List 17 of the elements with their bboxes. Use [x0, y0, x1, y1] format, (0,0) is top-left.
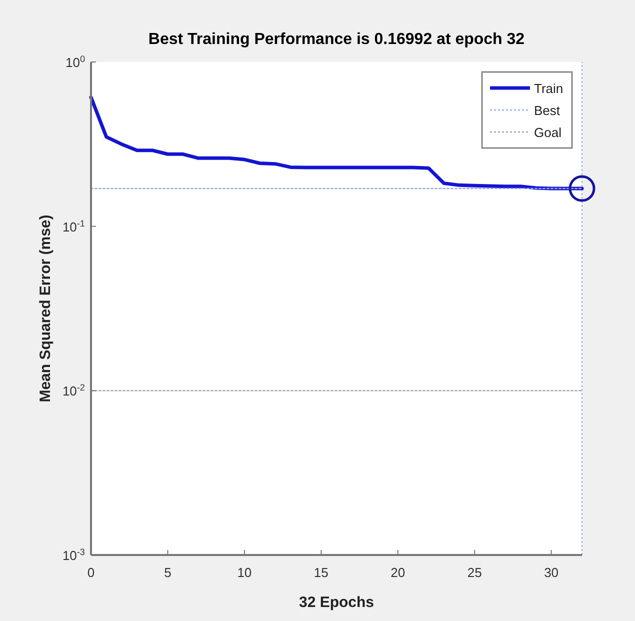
y-tick-label: 10$^{-1}$ — [62, 218, 85, 234]
chart-title: Best Training Performance is 0.16992 at epoch 32 — [148, 31, 525, 48]
x-tick-label: 5 — [164, 565, 172, 580]
y-axis-title: Mean Squared Error (mse) — [37, 214, 54, 402]
x-tick-label: 10 — [237, 565, 252, 580]
legend-label: Best — [534, 103, 560, 118]
y-tick-label: 10$^{0}$ — [65, 54, 85, 70]
x-tick-label: 30 — [544, 565, 559, 580]
x-tick-label: 0 — [87, 565, 95, 580]
legend-label: Train — [534, 81, 564, 96]
y-tick-label: 10$^{-3}$ — [62, 547, 85, 563]
x-tick-label: 20 — [390, 565, 406, 580]
x-tick-label: 15 — [314, 565, 328, 580]
y-tick-label: 10$^{-2}$ — [62, 382, 85, 399]
x-tick-label: 25 — [467, 565, 482, 580]
legend-label: Goal — [534, 125, 562, 140]
x-axis-title: 32 Epochs — [298, 594, 374, 611]
